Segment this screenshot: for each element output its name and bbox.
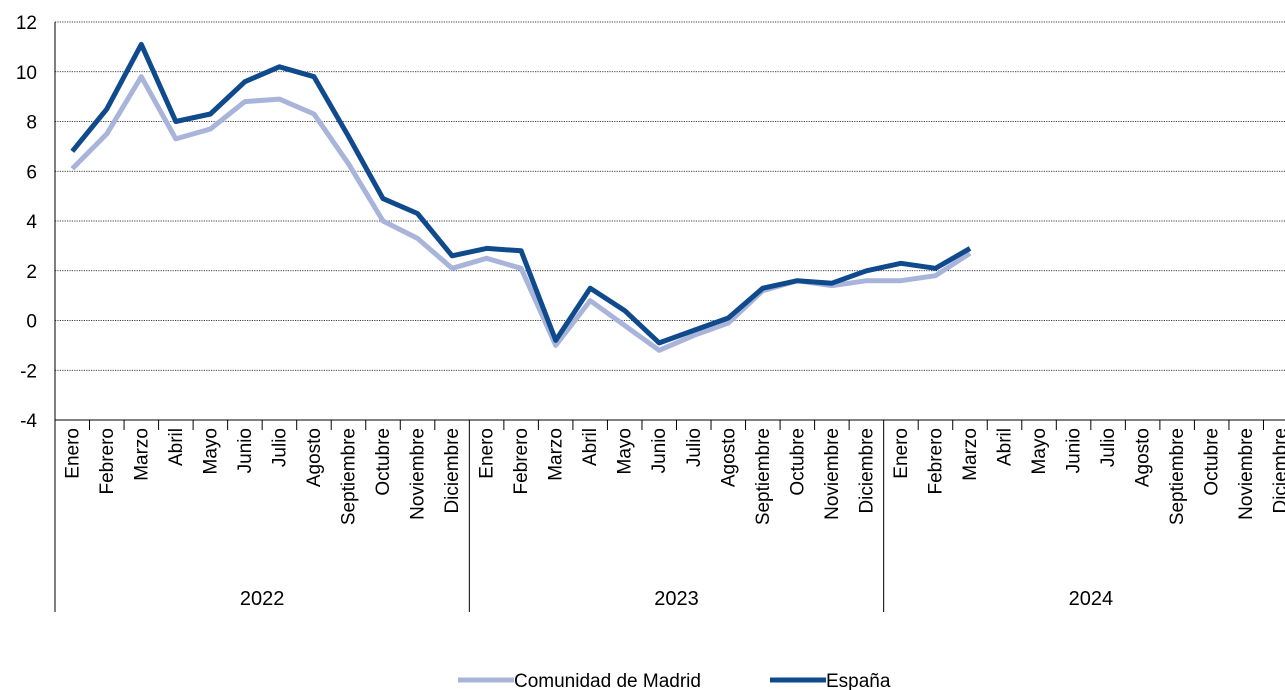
x-tick-label: Febrero [511,428,532,495]
x-tick-label: Junio [1064,428,1085,473]
x-tick-label: Julio [684,428,705,467]
year-label: 2024 [1069,588,1114,610]
y-tick-label: 6 [26,162,37,183]
x-tick-label: Julio [1098,428,1119,467]
x-tick-label: Octubre [1202,428,1223,496]
x-tick-label: Julio [269,428,290,467]
y-axis-ticks: 12 10 8 6 4 2 0 -2 -4 [16,13,38,432]
year-label: 2022 [240,588,285,610]
x-tick-label: Abril [995,428,1016,466]
x-tick-label: Octubre [373,428,394,496]
x-tick-label: Marzo [960,428,981,481]
y-tick-label: 0 [26,312,37,333]
x-tick-label: Marzo [546,428,567,481]
legend-label: España [826,671,891,690]
x-tick-label: Noviembre [822,428,843,520]
grid-lines [54,21,1285,420]
y-tick-label: 10 [16,63,37,84]
x-tick-label: Octubre [787,428,808,496]
x-tick-label: Abril [580,428,601,466]
x-tick-label: Noviembre [1236,428,1257,520]
y-tick-label: -2 [20,361,37,382]
x-tick-label: Diciembre [1271,428,1285,514]
year-label: 2023 [654,588,699,610]
x-tick-label: Mayo [615,428,636,474]
legend: Comunidad de Madrid España [458,671,891,690]
x-tick-label: Agosto [1133,428,1154,487]
x-tick-label: Septiembre [753,428,774,525]
x-tick-label: Mayo [1029,428,1050,474]
x-axis: Enero Febrero Marzo Abril Mayo Junio Julio Agos… [54,419,1285,612]
x-tick-label: Diciembre [856,428,877,514]
y-tick-label: 4 [26,212,37,233]
series-line [70,74,972,353]
x-tick-label: Abril [166,428,187,466]
x-tick-label: Mayo [200,428,221,474]
x-tick-label: Noviembre [408,428,429,520]
y-tick-label: -4 [20,411,37,432]
legend-label: Comunidad de Madrid [514,671,701,690]
series-line [70,41,972,346]
x-tick-label: Agosto [304,428,325,487]
x-tick-label: Enero [62,428,83,479]
x-tick-label: Septiembre [338,428,359,525]
x-tick-label: Enero [477,428,498,479]
y-tick-label: 8 [26,113,37,134]
x-tick-label: Agosto [718,428,739,487]
x-tick-label: Junio [649,428,670,473]
x-tick-label: Febrero [97,428,118,495]
series-lines [70,41,972,353]
x-tick-label: Febrero [925,428,946,495]
x-tick-label: Diciembre [442,428,463,514]
y-tick-label: 12 [16,13,37,34]
y-tick-label: 2 [26,262,37,283]
x-tick-label: Junio [235,428,256,473]
x-tick-label: Enero [891,428,912,479]
x-tick-label: Septiembre [1167,428,1188,525]
x-tick-label: Marzo [131,428,152,481]
